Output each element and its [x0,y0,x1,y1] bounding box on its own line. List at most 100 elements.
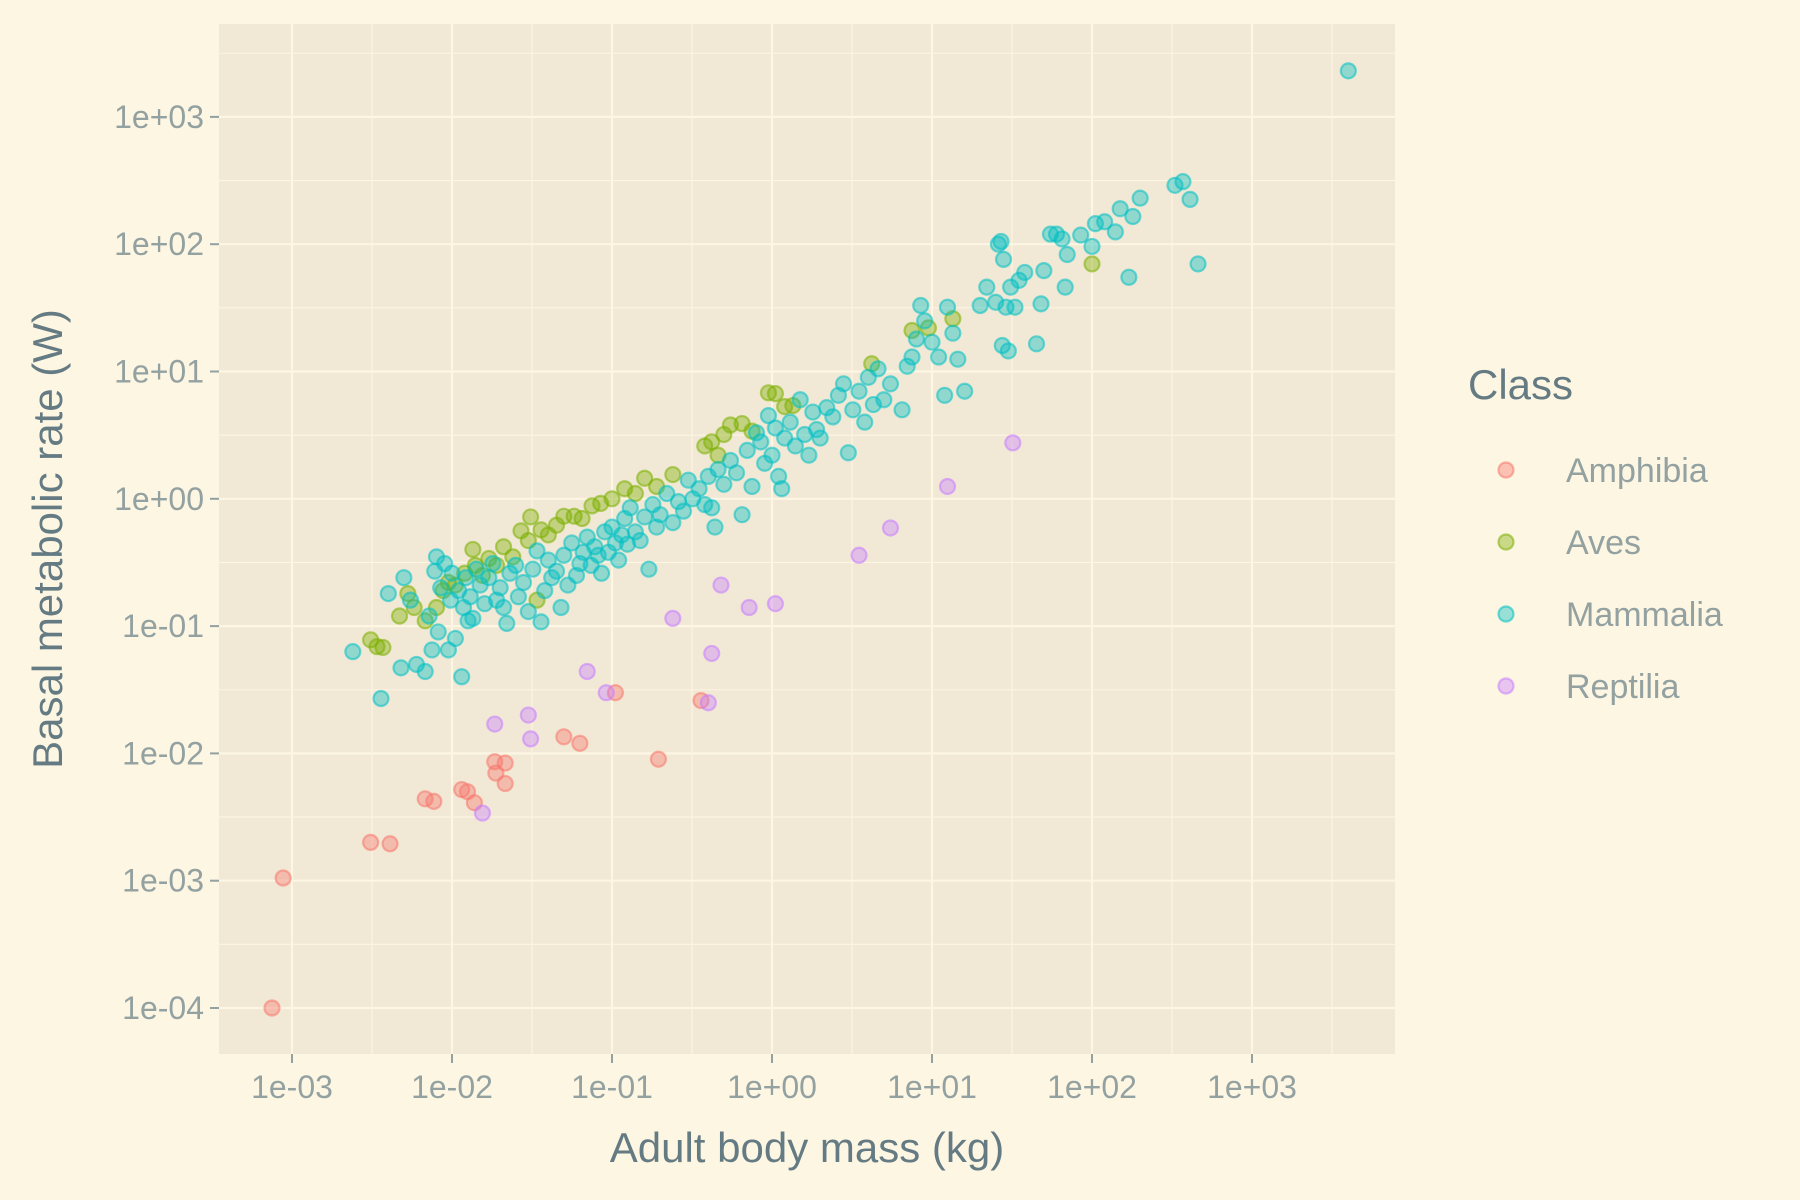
data-point [1339,62,1357,80]
data-point [621,499,639,517]
data-point [875,391,893,409]
data-point [1106,223,1124,241]
legend: Class Amphibia Aves Mammalia Reptilia [1468,361,1723,706]
data-point [674,502,693,520]
data-point [1053,230,1071,248]
data-point [938,477,957,496]
data-point [703,433,721,451]
x-tick-label: 1e-03 [251,1069,333,1105]
x-tick-label: 1e-01 [571,1069,653,1105]
data-point [446,629,464,648]
data-point [770,467,788,485]
data-point [1174,173,1192,191]
data-point [1058,245,1076,264]
data-point [706,518,724,536]
data-point [573,509,591,528]
data-point [949,350,967,368]
data-point [491,579,509,597]
data-point [464,609,482,627]
data-point [898,357,916,375]
x-tick-label: 1e+03 [1207,1069,1297,1105]
data-point [956,382,974,400]
data-point [263,999,281,1017]
data-point [992,232,1010,251]
data-point [496,774,514,793]
data-point [733,506,751,524]
data-point [522,508,540,526]
data-point [640,560,658,578]
y-tick-label: 1e-04 [122,990,204,1026]
data-point [552,598,570,617]
data-point [1189,255,1207,273]
data-point [903,348,921,366]
data-point [522,730,540,748]
data-point [603,490,621,508]
legend-title: Class [1468,361,1573,408]
data-point [971,296,989,315]
data-point [496,754,514,772]
data-point [699,694,717,712]
data-point [740,598,758,617]
data-point [800,446,818,464]
y-tick-label: 1e-01 [122,608,204,644]
data-point [850,546,868,564]
data-point [473,804,492,822]
data-point [1006,298,1024,316]
data-point [1181,190,1199,208]
data-point [453,668,471,686]
data-point [881,375,900,393]
data-point [912,296,930,315]
data-point [416,662,434,681]
data-point [651,506,669,524]
legend-key-aves [1497,533,1515,551]
data-point [464,540,482,559]
y-axis: 1e-04 1e-03 1e-02 1e-01 1e+00 1e+01 1e+02 1e+03 [114,99,219,1026]
data-point [536,582,554,600]
data-point [944,324,962,342]
legend-label-mammalia: Mammalia [1566,596,1723,634]
data-point [709,460,727,479]
data-point [524,560,542,578]
data-point [631,531,649,550]
legend-key-amphibia [1497,461,1515,479]
data-point [395,569,413,587]
x-axis: 1e-03 1e-02 1e-01 1e+00 1e+01 1e+02 1e+03 [251,1054,1297,1105]
data-point [703,499,721,517]
data-point [344,643,362,661]
data-point [994,250,1013,268]
data-point [1083,237,1101,256]
data-point [834,375,853,393]
data-point [368,638,386,656]
legend-label-amphibia: Amphibia [1566,452,1708,490]
data-point [420,607,438,625]
data-point [738,441,756,459]
data-point [1096,213,1114,231]
data-point [519,602,537,621]
data-point [571,734,589,752]
data-point [781,413,799,431]
data-point [401,591,420,609]
x-tick-label: 1e+00 [727,1069,817,1105]
y-tick-label: 1e+00 [114,481,204,517]
data-point [658,484,676,503]
x-tick-label: 1e+01 [887,1069,977,1105]
x-tick-label: 1e+02 [1047,1069,1137,1105]
data-point [850,382,868,400]
data-point [494,598,513,617]
data-point [618,535,637,553]
data-point [498,614,516,633]
y-axis-title: Basal metabolic rate (W) [24,309,71,769]
data-point [818,399,836,417]
data-point [978,278,996,296]
major-grid [219,24,1395,1054]
data-point [362,833,380,851]
data-point [461,588,479,606]
data-points [263,62,1357,1017]
data-point [773,480,791,498]
data-point [592,564,611,582]
data-point [432,579,450,597]
data-point [1056,278,1074,296]
series-amphibia [263,684,710,1017]
y-tick-label: 1e+02 [114,226,204,262]
series-mammalia [344,62,1357,708]
